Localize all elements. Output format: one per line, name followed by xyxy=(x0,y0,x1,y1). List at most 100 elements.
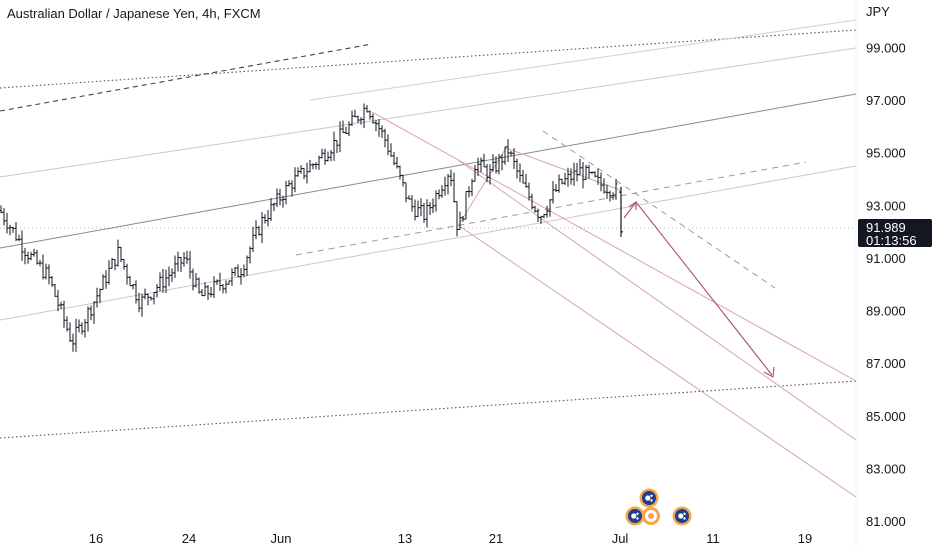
candle xyxy=(431,198,435,213)
candle xyxy=(518,163,522,183)
time-tick-label: 21 xyxy=(489,531,503,546)
candle xyxy=(206,285,210,300)
dotted-trendline-lower xyxy=(0,380,857,439)
candle xyxy=(107,260,111,285)
price-axis[interactable]: 99.000 97.000 95.000 93.000 91.000 89.000 87.0… xyxy=(866,40,906,529)
dashed-support-line xyxy=(295,161,807,256)
candle xyxy=(380,125,384,138)
candle xyxy=(572,162,576,186)
candle xyxy=(191,268,195,291)
candle xyxy=(188,251,192,279)
economic-events[interactable] xyxy=(625,488,692,526)
candle xyxy=(593,171,597,178)
price-tick-label: 91.000 xyxy=(866,251,906,266)
candle xyxy=(266,210,270,227)
candle xyxy=(500,154,504,171)
pitchfork-handle xyxy=(457,147,621,227)
candle xyxy=(71,333,75,352)
candle xyxy=(224,280,228,294)
candle xyxy=(554,184,558,192)
candle xyxy=(608,190,612,202)
candle xyxy=(428,202,432,215)
candle xyxy=(404,182,408,203)
candle xyxy=(311,163,315,170)
candle xyxy=(302,167,306,180)
candle xyxy=(251,226,255,252)
price-tick-label: 85.000 xyxy=(866,409,906,424)
candle xyxy=(167,266,171,287)
candle xyxy=(590,171,594,175)
price-tick-label: 93.000 xyxy=(866,198,906,213)
candle xyxy=(545,205,549,218)
candle xyxy=(527,182,531,201)
candle xyxy=(533,205,537,213)
candle xyxy=(293,167,297,193)
candle xyxy=(0,205,3,214)
candle xyxy=(140,293,144,317)
candle xyxy=(83,319,87,338)
candle xyxy=(74,318,78,352)
candle xyxy=(98,288,102,304)
candle xyxy=(245,255,249,277)
candle xyxy=(233,267,237,277)
candle xyxy=(584,164,588,180)
candle xyxy=(17,234,21,242)
candle xyxy=(212,276,216,298)
candle xyxy=(38,259,42,267)
time-tick-label: Jul xyxy=(612,531,629,546)
candle xyxy=(2,208,6,226)
candle xyxy=(278,188,282,206)
candle xyxy=(305,162,309,184)
candle xyxy=(95,287,99,308)
price-tick-label: 87.000 xyxy=(866,356,906,371)
candle xyxy=(176,251,180,272)
candle xyxy=(89,305,93,321)
candle xyxy=(347,121,351,137)
candle xyxy=(263,214,267,224)
candle xyxy=(602,178,606,194)
candle xyxy=(59,301,63,310)
time-axis[interactable]: 16 24 Jun 13 21 Jul 11 19 xyxy=(89,531,812,546)
candle xyxy=(329,150,333,162)
candle xyxy=(257,225,261,236)
candle xyxy=(203,282,207,297)
candle xyxy=(557,174,561,193)
candle xyxy=(542,213,546,219)
candle xyxy=(515,158,519,179)
candle xyxy=(389,143,393,157)
candle xyxy=(131,283,135,290)
candle xyxy=(44,263,48,280)
candle xyxy=(284,180,288,205)
price-tick-label: 97.000 xyxy=(866,93,906,108)
candle xyxy=(356,115,360,124)
candle-countdown: 01:13:56 xyxy=(866,233,917,248)
candle xyxy=(437,189,441,200)
time-tick-label: 16 xyxy=(89,531,103,546)
candle xyxy=(308,159,312,173)
candle xyxy=(398,165,402,180)
candle xyxy=(503,146,507,165)
candle xyxy=(419,198,423,217)
candle xyxy=(458,211,462,230)
candle xyxy=(239,267,243,285)
candle xyxy=(230,268,234,287)
candle xyxy=(320,148,324,159)
candle xyxy=(353,109,357,118)
candle xyxy=(614,178,618,200)
candle xyxy=(227,280,231,285)
candle xyxy=(80,322,84,335)
australia-flag-icon xyxy=(642,507,660,525)
candle xyxy=(422,202,426,223)
candle xyxy=(242,264,246,278)
candle xyxy=(152,291,156,305)
drawing-tools xyxy=(0,19,857,498)
candle xyxy=(467,186,471,198)
candle xyxy=(512,148,516,169)
candle xyxy=(473,165,477,182)
candle xyxy=(581,161,585,189)
price-tick-label: 95.000 xyxy=(866,146,906,161)
last-price-tag-bg xyxy=(858,219,932,247)
candle xyxy=(137,292,141,313)
candle xyxy=(443,176,447,196)
